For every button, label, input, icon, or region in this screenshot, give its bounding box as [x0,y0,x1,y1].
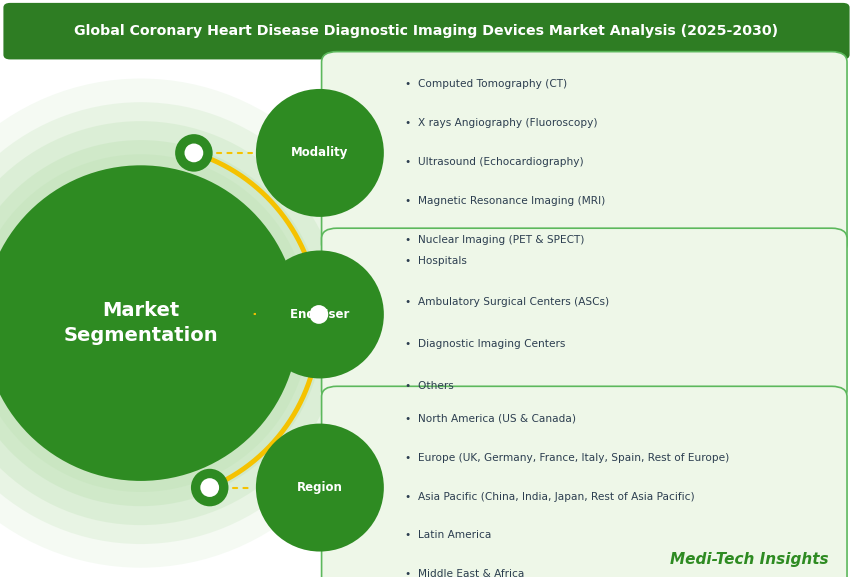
Text: •  Diagnostic Imaging Centers: • Diagnostic Imaging Centers [405,339,565,349]
FancyBboxPatch shape [321,52,846,254]
Text: Region: Region [296,481,343,494]
Text: •  North America (US & Canada): • North America (US & Canada) [405,414,575,424]
Ellipse shape [309,305,328,324]
Ellipse shape [0,166,298,481]
Text: •  Asia Pacific (China, India, Japan, Rest of Asia Pacific): • Asia Pacific (China, India, Japan, Res… [405,492,694,501]
Ellipse shape [256,250,383,379]
Text: •  Magnetic Resonance Imaging (MRI): • Magnetic Resonance Imaging (MRI) [405,196,605,206]
Text: Market
Segmentation: Market Segmentation [63,301,218,345]
Text: •  Computed Tomography (CT): • Computed Tomography (CT) [405,79,567,89]
Text: Global Coronary Heart Disease Diagnostic Imaging Devices Market Analysis (2025-2: Global Coronary Heart Disease Diagnostic… [74,24,778,38]
Ellipse shape [256,89,383,217]
Text: Modality: Modality [291,147,348,159]
FancyBboxPatch shape [3,3,849,59]
Text: •  X rays Angiography (Fluoroscopy): • X rays Angiography (Fluoroscopy) [405,118,597,128]
Text: End User: End User [290,308,349,321]
Ellipse shape [0,102,361,544]
Text: Medi-Tech Insights: Medi-Tech Insights [670,552,828,567]
FancyBboxPatch shape [321,228,846,401]
Text: •  Hospitals: • Hospitals [405,256,467,265]
Text: •  Ultrasound (Echocardiography): • Ultrasound (Echocardiography) [405,157,583,167]
Text: •  Latin America: • Latin America [405,530,491,541]
Text: •  Others: • Others [405,381,453,391]
Text: •  Ambulatory Surgical Centers (ASCs): • Ambulatory Surgical Centers (ASCs) [405,298,608,308]
Text: •  Nuclear Imaging (PET & SPECT): • Nuclear Imaging (PET & SPECT) [405,235,584,245]
Ellipse shape [191,469,228,507]
Ellipse shape [0,121,343,525]
Ellipse shape [0,140,324,506]
Ellipse shape [0,154,309,492]
Ellipse shape [200,478,219,497]
FancyBboxPatch shape [321,387,846,577]
Text: •  Europe (UK, Germany, France, Italy, Spain, Rest of Europe): • Europe (UK, Germany, France, Italy, Sp… [405,452,728,463]
Ellipse shape [184,144,203,162]
Ellipse shape [300,295,337,334]
Ellipse shape [256,424,383,552]
Ellipse shape [175,134,212,172]
Ellipse shape [0,78,385,568]
Text: •  Middle East & Africa: • Middle East & Africa [405,569,524,577]
